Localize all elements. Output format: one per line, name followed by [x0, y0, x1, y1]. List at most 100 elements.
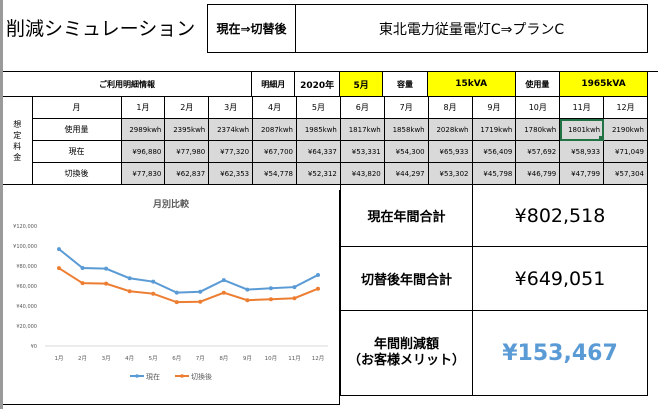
after-cell[interactable]: ¥57,304 [603, 162, 648, 185]
month-header[interactable]: 12月 [603, 96, 648, 119]
month-header[interactable]: 8月 [427, 96, 473, 119]
month-header[interactable]: 1月 [120, 96, 166, 119]
data-point[interactable] [292, 285, 297, 290]
data-point[interactable] [245, 287, 250, 292]
current-cell[interactable]: ¥71,049 [603, 140, 648, 163]
data-point[interactable] [198, 299, 203, 304]
data-point[interactable] [221, 278, 226, 283]
data-point[interactable] [316, 286, 320, 291]
x-tick-label: 6月 [172, 355, 181, 362]
after-cell[interactable]: ¥62,837 [164, 162, 210, 185]
data-point[interactable] [316, 272, 320, 277]
after-cell[interactable]: ¥45,798 [471, 162, 517, 185]
usage-cell[interactable]: 2190kwh [603, 118, 648, 141]
data-point[interactable] [245, 298, 250, 303]
current-cell[interactable]: ¥58,933 [559, 140, 605, 163]
data-point[interactable] [292, 296, 297, 301]
row-label-current: 現在 [31, 140, 122, 163]
month-header[interactable]: 5月 [296, 96, 341, 119]
month-header[interactable]: 10月 [515, 96, 561, 119]
monthly-chart[interactable]: 月別比較 ¥0 ¥20,000 ¥40,000 ¥60,000 ¥80,000 ¥100,… [3, 190, 340, 405]
data-point[interactable] [57, 247, 61, 252]
data-point[interactable] [221, 290, 226, 295]
data-point[interactable] [198, 289, 203, 294]
y-tick-label: ¥0 [31, 344, 37, 350]
sheet-left-edge [0, 0, 3, 409]
data-point[interactable] [80, 266, 85, 271]
data-point[interactable] [174, 300, 179, 305]
data-point[interactable] [151, 291, 156, 296]
usage-cell[interactable]: 2374kwh [208, 118, 254, 141]
usage-cell[interactable]: 2087kwh [252, 118, 297, 141]
selected-usage-cell[interactable]: 1801kwh [559, 118, 605, 141]
data-point[interactable] [268, 286, 273, 291]
usage-cell[interactable]: 1780kwh [515, 118, 561, 141]
month-header[interactable]: 7月 [383, 96, 429, 119]
series-line-1[interactable] [58, 267, 319, 304]
data-point[interactable] [268, 297, 273, 302]
usage-cell[interactable]: 2028kwh [427, 118, 473, 141]
month-header[interactable]: 11月 [559, 96, 605, 119]
current-cell[interactable]: ¥67,700 [252, 140, 297, 163]
after-cell[interactable]: ¥62,353 [208, 162, 254, 185]
after-cell[interactable]: ¥43,820 [339, 162, 385, 185]
month-header[interactable]: 2月 [164, 96, 210, 119]
current-cell[interactable]: ¥54,300 [383, 140, 429, 163]
y-tick-label: ¥120,000 [13, 224, 37, 230]
row-label-month: 月 [31, 96, 122, 119]
current-cell[interactable]: ¥56,409 [471, 140, 517, 163]
x-tick-label: 9月 [243, 355, 252, 362]
usage-cell[interactable]: 2395kwh [164, 118, 210, 141]
after-cell[interactable]: ¥44,297 [383, 162, 429, 185]
x-tick-label: 8月 [219, 355, 228, 362]
side-label: 想定料金 [3, 96, 33, 185]
data-point[interactable] [127, 276, 132, 281]
current-cell[interactable]: ¥53,331 [339, 140, 385, 163]
current-cell[interactable]: ¥77,980 [164, 140, 210, 163]
x-tick-label: 4月 [125, 355, 134, 362]
after-cell[interactable]: ¥47,799 [559, 162, 605, 185]
y-tick-label: ¥100,000 [13, 244, 37, 250]
data-point[interactable] [57, 266, 61, 271]
data-point[interactable] [104, 281, 109, 286]
month-cell[interactable]: 5月 [338, 71, 384, 97]
after-cell[interactable]: ¥54,778 [252, 162, 297, 185]
capacity-cell[interactable]: 15kVA [426, 71, 516, 97]
x-tick-label: 12月 [312, 355, 325, 362]
usage-cell[interactable]: 1817kwh [339, 118, 385, 141]
data-point[interactable] [151, 279, 156, 284]
usage-cell[interactable]: 2989kwh [120, 118, 166, 141]
data-point[interactable] [80, 281, 85, 286]
saving-value: ¥153,467 [472, 310, 648, 396]
year-cell[interactable]: 2020年 [294, 71, 340, 97]
row-label-usage: 使用量 [31, 118, 122, 141]
fill-handle[interactable] [599, 136, 603, 140]
data-point[interactable] [104, 266, 109, 271]
current-cell[interactable]: ¥65,933 [427, 140, 473, 163]
after-total-value: ¥649,051 [472, 246, 648, 311]
usage-cell[interactable]: 1858kwh [383, 118, 429, 141]
month-header[interactable]: 6月 [339, 96, 385, 119]
series-line-0[interactable] [58, 248, 319, 294]
usage-cell[interactable]: 1719kwh [471, 118, 517, 141]
after-cell[interactable]: ¥77,830 [120, 162, 166, 185]
usage-cell[interactable]: 1965kVA [559, 71, 648, 97]
data-point[interactable] [174, 290, 179, 295]
month-header[interactable]: 9月 [471, 96, 517, 119]
y-tick-label: ¥20,000 [16, 324, 37, 330]
current-cell[interactable]: ¥57,692 [515, 140, 561, 163]
after-cell[interactable]: ¥52,312 [296, 162, 341, 185]
current-cell[interactable]: ¥64,337 [296, 140, 341, 163]
usage-cell[interactable]: 1985kwh [296, 118, 341, 141]
data-point[interactable] [127, 289, 132, 294]
month-header[interactable]: 4月 [252, 96, 297, 119]
current-cell[interactable]: ¥96,880 [120, 140, 166, 163]
after-cell[interactable]: ¥53,302 [427, 162, 473, 185]
capacity-label: 容量 [382, 71, 428, 97]
month-header[interactable]: 3月 [208, 96, 254, 119]
after-cell[interactable]: ¥46,799 [515, 162, 561, 185]
saving-label-line1: 年間削減額 [373, 337, 439, 352]
monthly-table: 想定料金 月 1月 2月 3月 4月 5月 6月 7月 8月 9月 10月 11月 12月 使用量 2… [3, 96, 648, 185]
current-cell[interactable]: ¥77,320 [208, 140, 254, 163]
after-total-label: 切替後年間合計 [340, 246, 473, 311]
